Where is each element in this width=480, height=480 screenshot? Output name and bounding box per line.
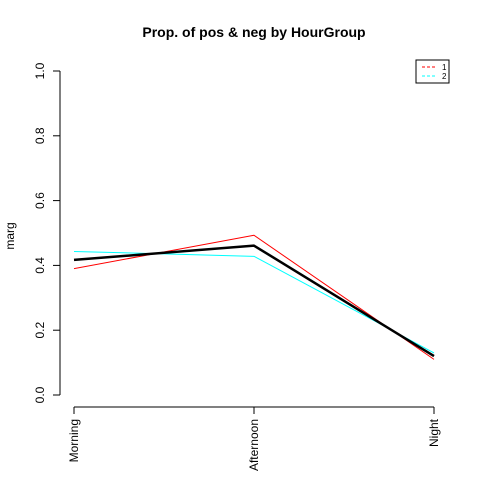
legend-label: 2 — [442, 72, 447, 81]
x-tick-label: Night — [427, 418, 441, 447]
y-axis: 0.0 0.2 0.4 0.6 0.8 1.0 — [33, 62, 61, 403]
y-tick-label: 0.8 — [33, 127, 47, 144]
y-tick-label: 0.0 — [33, 386, 47, 403]
series-layer — [73, 234, 435, 360]
series-line-2 — [73, 250, 435, 354]
x-tick-label: Morning — [67, 419, 81, 462]
legend: 12 — [415, 59, 450, 84]
y-tick-label: 0.2 — [33, 322, 47, 339]
y-axis-label: marg — [3, 222, 17, 249]
x-tick-label: Afternoon — [247, 419, 261, 471]
x-axis: Morning Afternoon Night — [67, 406, 441, 471]
chart-title: Prop. of pos & neg by HourGroup — [142, 24, 365, 40]
series-line-1 — [73, 234, 435, 360]
legend-box — [415, 59, 450, 84]
series-line-3 — [73, 244, 435, 358]
y-tick-label: 0.4 — [33, 257, 47, 274]
legend-label: 1 — [442, 63, 447, 72]
y-tick-label: 1.0 — [33, 62, 47, 79]
y-tick-label: 0.6 — [33, 192, 47, 209]
